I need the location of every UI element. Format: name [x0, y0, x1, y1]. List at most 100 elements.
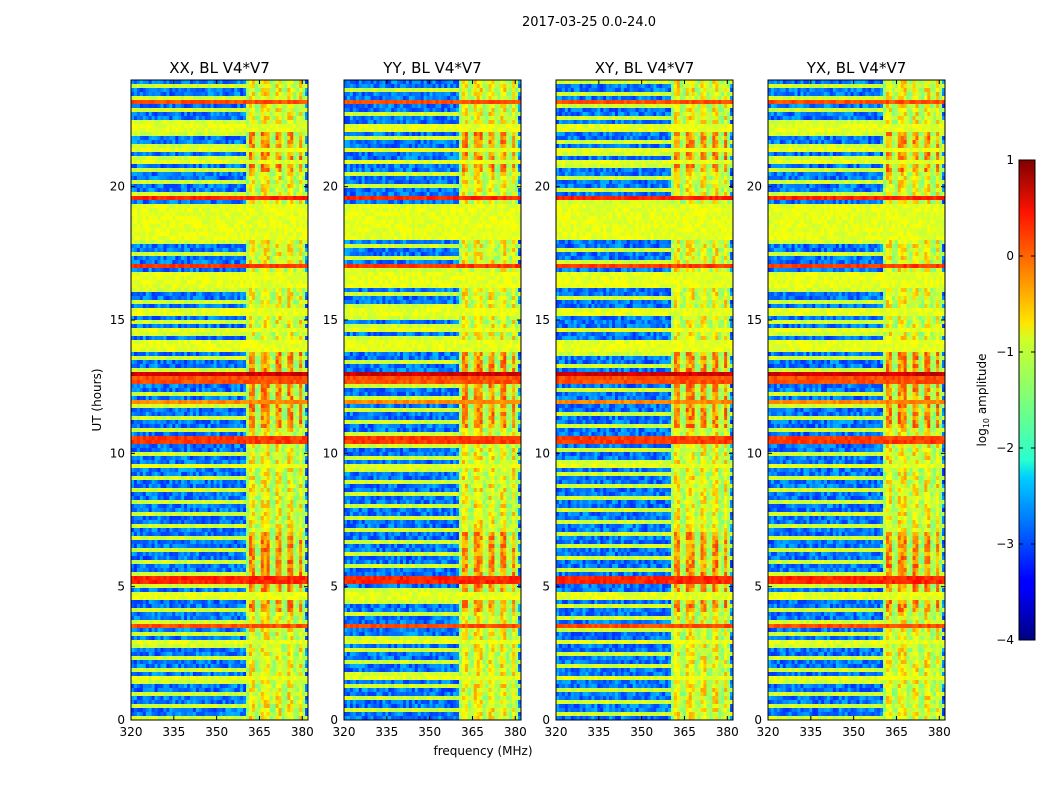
heatmap-cell [240, 116, 243, 120]
heatmap-cell [284, 148, 287, 152]
heatmap-cell [302, 104, 305, 108]
heatmap-cell [249, 144, 252, 148]
heatmap-cell [199, 88, 202, 92]
heatmap-cell [161, 144, 164, 148]
heatmap-cell [225, 116, 228, 120]
heatmap-cell [267, 80, 270, 84]
heatmap-cell [131, 124, 134, 128]
heatmap-cell [190, 132, 193, 136]
heatmap-cell [276, 80, 279, 84]
heatmap-cell [187, 84, 190, 88]
heatmap-cell [228, 124, 231, 128]
heatmap-cell [137, 100, 140, 104]
heatmap-cell [190, 140, 193, 144]
heatmap-cell [163, 128, 166, 132]
heatmap-cell [181, 100, 184, 104]
heatmap-cell [237, 92, 240, 96]
heatmap-cell [284, 88, 287, 92]
heatmap-cell [196, 152, 199, 156]
heatmap-cell [202, 136, 205, 140]
heatmap-cell [166, 100, 169, 104]
heatmap-cell [281, 116, 284, 120]
heatmap-cell [166, 132, 169, 136]
heatmap-cell [243, 96, 246, 100]
heatmap-cell [131, 140, 134, 144]
heatmap-cell [205, 120, 208, 124]
heatmap-cell [137, 128, 140, 132]
heatmap-cell [220, 100, 223, 104]
heatmap-cell [175, 124, 178, 128]
heatmap-cell [131, 88, 134, 92]
heatmap-cell [240, 120, 243, 124]
heatmap-cell [302, 112, 305, 116]
heatmap-cell [287, 124, 290, 128]
heatmap-cell [187, 148, 190, 152]
heatmap-cell [166, 104, 169, 108]
heatmap-cell [143, 100, 146, 104]
heatmap-cell [211, 152, 214, 156]
heatmap-cell [134, 112, 137, 116]
heatmap-cell [302, 116, 305, 120]
heatmap-cell [220, 132, 223, 136]
heatmap-cell [258, 152, 261, 156]
heatmap-cell [296, 96, 299, 100]
heatmap-cell [252, 124, 255, 128]
heatmap-cell [284, 124, 287, 128]
heatmap-cell [181, 96, 184, 100]
heatmap-cell [169, 152, 172, 156]
heatmap-cell [273, 140, 276, 144]
heatmap-cell [178, 92, 181, 96]
heatmap-cell [296, 120, 299, 124]
heatmap-cell [181, 148, 184, 152]
heatmap-cell [190, 104, 193, 108]
heatmap-cell [267, 136, 270, 140]
heatmap-cell [155, 128, 158, 132]
heatmap-cell [237, 152, 240, 156]
heatmap-cell [273, 108, 276, 112]
heatmap-cell [184, 148, 187, 152]
heatmap-cell [149, 132, 152, 136]
heatmap-cell [172, 148, 175, 152]
heatmap-cell [199, 92, 202, 96]
heatmap-cell [163, 112, 166, 116]
heatmap-cell [279, 104, 282, 108]
heatmap-cell [202, 100, 205, 104]
heatmap-cell [249, 84, 252, 88]
heatmap-cell [284, 152, 287, 156]
heatmap-cell [264, 96, 267, 100]
heatmap-cell [264, 140, 267, 144]
heatmap-cell [193, 152, 196, 156]
heatmap-cell [228, 84, 231, 88]
heatmap-cell [155, 100, 158, 104]
heatmap-cell [211, 128, 214, 132]
heatmap-cell [187, 144, 190, 148]
heatmap-cell [161, 84, 164, 88]
heatmap-cell [287, 152, 290, 156]
heatmap-cell [184, 88, 187, 92]
heatmap-cell [205, 156, 208, 160]
heatmap-cell [281, 80, 284, 84]
heatmap-cell [290, 132, 293, 136]
heatmap-cell [264, 88, 267, 92]
heatmap-cell [231, 92, 234, 96]
heatmap-cell [149, 88, 152, 92]
heatmap-cell [134, 84, 137, 88]
heatmap-cell [293, 128, 296, 132]
heatmap-cell [273, 124, 276, 128]
heatmap-cell [217, 156, 220, 160]
heatmap-cell [214, 132, 217, 136]
heatmap-cell [211, 108, 214, 112]
heatmap-cell [276, 116, 279, 120]
heatmap-cell [252, 100, 255, 104]
heatmap-cell [146, 88, 149, 92]
heatmap-cell [163, 156, 166, 160]
heatmap-cell [187, 96, 190, 100]
heatmap-cell [240, 108, 243, 112]
heatmap-cell [246, 120, 249, 124]
heatmap-cell [175, 108, 178, 112]
heatmap-cell [178, 128, 181, 132]
heatmap-cell [152, 148, 155, 152]
heatmap-cell [175, 112, 178, 116]
heatmap-cell [202, 80, 205, 84]
heatmap-cell [222, 140, 225, 144]
